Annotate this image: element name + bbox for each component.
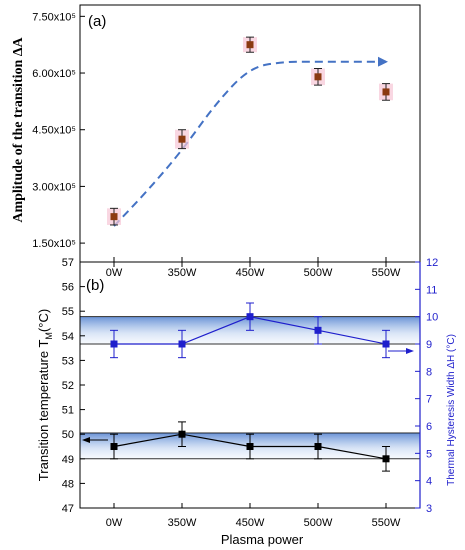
panel-a-y-tick-label: 7.50x10⁵ [32, 11, 76, 23]
panel-b-left-axis: 47 48 49 50 51 52 53 54 55 56 57 [62, 257, 85, 515]
panel-b-left-tick-label: 50 [62, 429, 74, 441]
panel-b-left-tick-label: 54 [62, 331, 74, 343]
panel-b-y-axis-label-subscript: M [44, 332, 54, 340]
x-tick-label-middle: 350W [168, 267, 197, 279]
panel-b-right-tick-label: 7 [426, 394, 432, 406]
panel-b-series [110, 302, 390, 472]
panel-b-y-axis-label-unit: (°C) [36, 309, 51, 332]
panel-b-right-tick-label: 10 [426, 312, 438, 324]
data-point [382, 88, 390, 96]
temperature-point [246, 443, 254, 450]
hysteresis-point [178, 340, 186, 348]
panel-a-points [107, 36, 393, 226]
panel-a: (a) 1.50x10⁵ 3.00x10⁵ 4.50x10⁵ 6.00x10⁵ 7.50… [11, 4, 421, 263]
panel-a-y-tick-label: 4.50x10⁵ [32, 125, 76, 137]
x-tick-label-bottom: 0W [106, 517, 123, 529]
trend-curve [113, 56, 388, 227]
left-axis-indicator-arrow [82, 437, 108, 443]
x-axis-label: Plasma power [221, 532, 304, 547]
panel-b-y2-axis-label: Thermal Hysteresis Width ΔH (°C) [446, 334, 457, 486]
panel-b-right-axis: 3 4 5 6 7 8 9 10 11 12 [415, 257, 438, 515]
temperature-point [178, 430, 186, 438]
panel-a-label: (a) [88, 13, 106, 30]
panel-b-right-tick-label: 11 [426, 284, 437, 296]
panel-a-y-tick-label: 1.50x10⁵ [32, 238, 76, 250]
x-tick-label-middle: 500W [304, 267, 333, 279]
right-axis-indicator-arrow [388, 348, 414, 354]
x-tick-label-middle: 0W [106, 267, 123, 279]
panel-b-right-tick-label: 8 [426, 366, 432, 378]
panel-b-right-tick-label: 6 [426, 421, 432, 433]
panel-b-label: (b) [86, 277, 104, 294]
panel-b-y-axis-label: Transition temperature TM(°C) [36, 309, 54, 481]
panel-a-y-tick-label: 3.00x10⁵ [32, 181, 76, 193]
panel-b-y-axis-label-main: Transition temperature T [36, 340, 51, 482]
x-tick-label-bottom: 450W [236, 517, 265, 529]
x-tick-label-bottom: 500W [304, 517, 333, 529]
panel-a-y-axis-label: Amplitude of the transition ΔA [11, 36, 26, 222]
panel-b-left-tick-label: 47 [62, 503, 74, 515]
panel-a-y-tick-label: 6.00x10⁵ [32, 68, 76, 80]
x-tick-label-bottom: 350W [168, 517, 197, 529]
panel-b-right-tick-label: 9 [426, 339, 432, 351]
panel-b-left-tick-label: 48 [62, 478, 74, 490]
panel-b-left-tick-label: 52 [62, 380, 74, 392]
panel-b-right-tick-label: 5 [426, 448, 432, 460]
temperature-point [382, 455, 390, 463]
panel-b-left-tick-label: 53 [62, 355, 74, 367]
panel-b-right-tick-label: 12 [426, 257, 438, 269]
x-tick-label-middle: 450W [236, 267, 265, 279]
x-axis: 0W 0W 350W 350W 450W 450W 500W 500W 550W 550W [106, 262, 401, 529]
panel-a-y-axis: 1.50x10⁵ 3.00x10⁵ 4.50x10⁵ 6.00x10⁵ 7.50x10⁵ [32, 11, 387, 262]
panel-b-left-tick-label: 49 [62, 454, 74, 466]
panel-b-right-tick-label: 3 [426, 503, 432, 515]
x-tick-label-bottom: 550W [372, 517, 401, 529]
panel-b-left-tick-label: 56 [62, 282, 74, 294]
panel-b-left-tick-label: 57 [62, 257, 74, 269]
temperature-point [110, 443, 118, 450]
x-tick-label-middle: 550W [372, 267, 401, 279]
data-point [314, 73, 322, 81]
hysteresis-point [110, 340, 118, 348]
hysteresis-point [314, 326, 322, 334]
hysteresis-point [246, 313, 254, 321]
data-point [178, 135, 186, 143]
panel-b-frame [79, 261, 421, 509]
temperature-point [314, 443, 322, 450]
panel-b-left-tick-label: 55 [62, 306, 74, 318]
hysteresis-point [382, 340, 390, 348]
data-point [246, 41, 254, 49]
panel-b-right-tick-label: 4 [426, 476, 432, 488]
data-point [110, 213, 118, 221]
panel-b-left-tick-label: 51 [62, 405, 74, 417]
